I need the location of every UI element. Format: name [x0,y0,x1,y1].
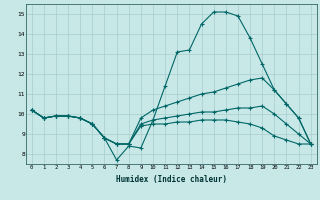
X-axis label: Humidex (Indice chaleur): Humidex (Indice chaleur) [116,175,227,184]
